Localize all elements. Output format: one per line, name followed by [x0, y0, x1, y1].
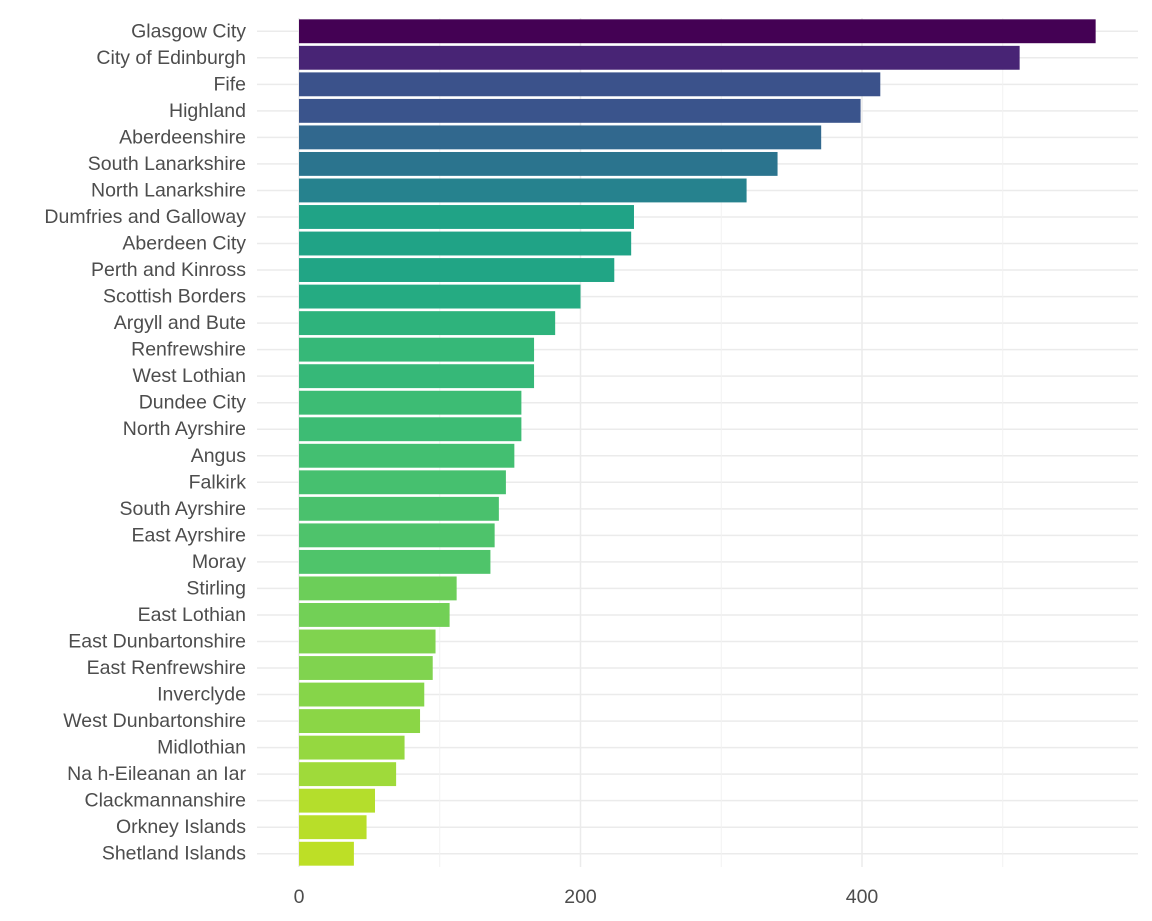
x-tick-label: 400 — [846, 886, 879, 908]
category-label: South Ayrshire — [120, 498, 246, 520]
category-label: Orkney Islands — [116, 816, 246, 838]
bar — [299, 417, 522, 442]
category-label: Fife — [213, 73, 246, 95]
bar — [299, 735, 405, 760]
bar — [299, 603, 450, 627]
category-label: North Lanarkshire — [91, 179, 246, 201]
x-tick-label: 200 — [564, 886, 597, 908]
bar — [299, 311, 556, 336]
category-label: West Dunbartonshire — [63, 710, 246, 732]
bar — [299, 470, 506, 495]
bar — [299, 125, 822, 150]
bar — [299, 496, 499, 521]
bar — [299, 629, 436, 654]
bar — [299, 284, 581, 309]
category-label: Midlothian — [157, 737, 246, 759]
category-label: West Lothian — [133, 365, 246, 387]
category-label: Stirling — [186, 577, 246, 599]
bar — [299, 682, 425, 707]
bar — [299, 205, 634, 229]
category-label: Dundee City — [139, 392, 247, 414]
bar — [299, 815, 367, 840]
category-label: Aberdeen City — [122, 233, 246, 255]
category-label: East Dunbartonshire — [68, 630, 246, 652]
category-label: East Renfrewshire — [87, 657, 246, 679]
bar — [299, 364, 535, 389]
bar — [299, 576, 457, 601]
category-label: East Lothian — [138, 604, 246, 626]
category-label: Falkirk — [189, 471, 247, 493]
category-label: Perth and Kinross — [91, 259, 246, 281]
category-label: South Lanarkshire — [88, 153, 246, 175]
bar — [299, 523, 495, 548]
bar — [299, 98, 861, 123]
bar — [299, 337, 535, 362]
category-label: North Ayrshire — [123, 418, 246, 440]
bar — [299, 841, 354, 866]
bar — [299, 151, 778, 176]
bar — [299, 19, 1096, 44]
bar — [299, 231, 632, 256]
bar — [299, 45, 1020, 70]
bar — [299, 443, 515, 468]
category-label: Glasgow City — [131, 20, 246, 42]
category-label: Highland — [169, 100, 246, 122]
category-label: Argyll and Bute — [114, 312, 246, 334]
bar — [299, 709, 421, 734]
category-label: City of Edinburgh — [96, 47, 246, 69]
bar — [299, 178, 747, 203]
bar — [299, 762, 397, 787]
category-label: Aberdeenshire — [119, 126, 246, 148]
bars — [299, 19, 1096, 866]
category-label: Angus — [191, 445, 247, 467]
category-label: Renfrewshire — [131, 339, 246, 361]
category-label: Clackmannanshire — [85, 790, 247, 812]
bar — [299, 549, 491, 574]
x-tick-label: 0 — [294, 886, 305, 908]
bar — [299, 788, 376, 813]
x-axis-ticks: 0 200 400 — [294, 886, 879, 908]
bar — [299, 258, 615, 282]
category-labels: Glasgow City City of Edinburgh Fife Highlan… — [44, 20, 246, 864]
bar — [299, 390, 522, 415]
category-label: Moray — [192, 551, 246, 573]
category-label: Dumfries and Galloway — [44, 206, 246, 228]
category-label: Shetland Islands — [102, 843, 246, 865]
bar — [299, 72, 881, 97]
category-label: East Ayrshire — [131, 524, 246, 546]
category-label: Na h-Eileanan an Iar — [67, 763, 246, 785]
category-label: Inverclyde — [157, 684, 246, 706]
category-label: Scottish Borders — [103, 286, 246, 308]
bar — [299, 656, 433, 680]
